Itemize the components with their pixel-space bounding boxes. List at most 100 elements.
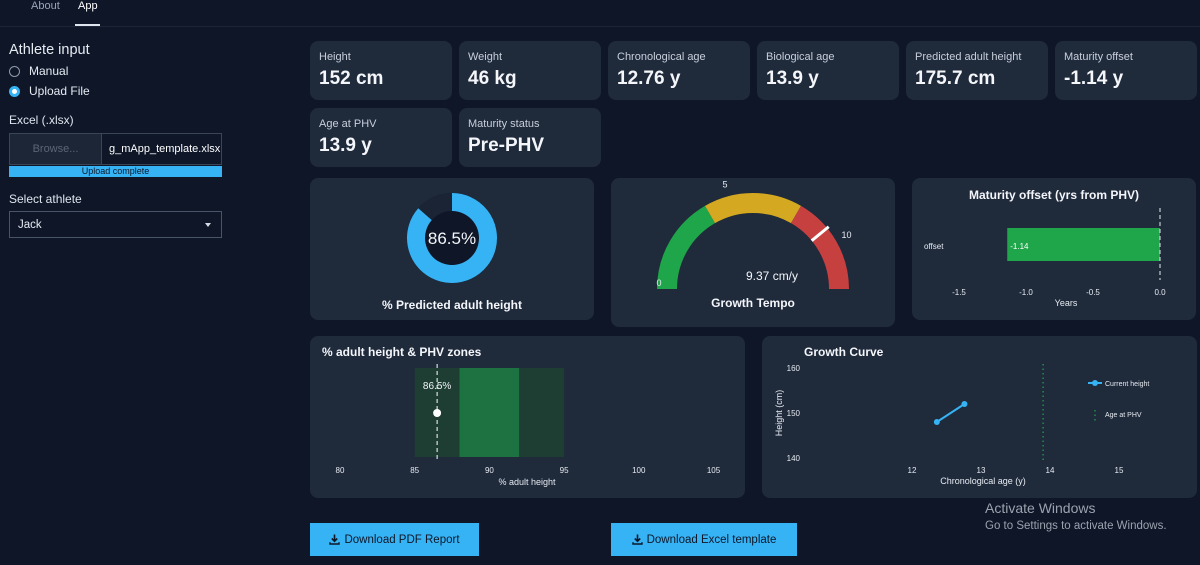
phv-zones-chart: % adult height & PHV zones 86.5% 80 85 9…: [322, 345, 721, 487]
file-name-field: g_mApp_template.xlsx: [101, 134, 221, 164]
offset-axis-label: Years: [1055, 298, 1078, 308]
offset-chart-title: Maturity offset (yrs from PHV): [969, 188, 1139, 202]
metric-value: 175.7 cm: [915, 68, 996, 89]
offset-tick-label: 0.0: [1154, 288, 1166, 297]
windows-watermark-title: Activate Windows: [985, 500, 1096, 516]
phv-zone-mid: [459, 368, 520, 457]
current-height-point: [961, 401, 968, 407]
top-nav: About App: [0, 0, 1200, 27]
donut-card: 86.5% % Predicted adult height: [310, 178, 594, 320]
metric-value: 13.9 y: [766, 68, 819, 89]
upload-progress-bar: Upload complete: [9, 166, 222, 177]
gauge-chart: 0 5 10 9.37 cm/y Growth Tempo: [656, 180, 851, 310]
metric-label: Weight: [468, 51, 503, 63]
gauge-needle: [810, 225, 830, 242]
tab-about[interactable]: About: [31, 0, 60, 12]
growth-x-tick-label: 14: [1046, 466, 1055, 475]
upload-progress-fill: [9, 166, 222, 177]
download-icon: [329, 534, 341, 545]
offset-bar-data-label: -1.14: [1010, 242, 1029, 251]
windows-watermark-subtitle: Go to Settings to activate Windows.: [985, 520, 1167, 532]
sidebar-title: Athlete input: [9, 42, 90, 58]
metric-age-at-phv: Age at PHV 13.9 y: [310, 108, 452, 167]
legend-age-at-phv-label: Age at PHV: [1105, 412, 1142, 419]
excel-label: Excel (.xlsx): [9, 113, 74, 127]
growth-x-tick-label: 13: [977, 466, 986, 475]
radio-upload-file[interactable]: Upload File: [9, 84, 90, 98]
phv-zones-card: % adult height & PHV zones 86.5% 80 85 9…: [310, 336, 745, 498]
offset-tick-label: -0.5: [1086, 288, 1100, 297]
metric-value: 12.76 y: [617, 68, 681, 89]
gauge-band-high: [790, 205, 849, 290]
donut-slice-value: [407, 193, 497, 283]
phv-zone-late: [519, 368, 565, 457]
growth-y-axis-label: Height (cm): [774, 390, 784, 437]
athlete-select[interactable]: Jack: [9, 211, 222, 238]
growth-y-tick-label: 150: [787, 409, 801, 418]
growth-curve-title: Growth Curve: [804, 345, 884, 359]
metric-biological-age: Biological age 13.9 y: [757, 41, 899, 100]
gauge-tick-label: 5: [722, 180, 727, 190]
gauge-card: 0 5 10 9.37 cm/y Growth Tempo: [611, 178, 895, 327]
metric-value: 13.9 y: [319, 135, 372, 156]
phv-zones-title: % adult height & PHV zones: [322, 345, 482, 359]
phv-tick-label: 85: [410, 466, 419, 475]
growth-x-tick-label: 15: [1115, 466, 1124, 475]
gauge-title: Growth Tempo: [711, 296, 795, 310]
donut-chart: 86.5% % Predicted adult height: [382, 193, 522, 312]
phv-tick-label: 100: [632, 466, 646, 475]
metric-label: Biological age: [766, 51, 835, 63]
download-pdf-label: Download PDF Report: [344, 533, 460, 546]
tab-app[interactable]: App: [78, 0, 98, 12]
metric-label: Chronological age: [617, 51, 706, 63]
growth-curve-chart: Growth Curve Height (cm) 140 150 160 12 …: [774, 345, 1149, 486]
offset-category-label: offset: [924, 242, 944, 251]
metric-predicted-adult-height: Predicted adult height 175.7 cm: [906, 41, 1048, 100]
phv-value-point: [433, 409, 442, 417]
offset-bar: [1007, 228, 1160, 261]
growth-x-tick-label: 12: [908, 466, 917, 475]
radio-manual-indicator[interactable]: [9, 65, 20, 77]
metric-weight: Weight 46 kg: [459, 41, 601, 100]
current-height-point: [933, 419, 940, 425]
offset-tick-label: -1.0: [1019, 288, 1033, 297]
legend-current-height-label: Current height: [1105, 381, 1149, 388]
gauge-tick-label: 0: [656, 278, 661, 288]
phv-axis-label: % adult height: [498, 477, 556, 487]
select-athlete-label: Select athlete: [9, 192, 82, 206]
chevron-down-icon: [205, 223, 211, 227]
phv-tick-label: 80: [336, 466, 345, 475]
metric-value: 46 kg: [468, 68, 517, 89]
legend-current-height-marker: [1092, 380, 1098, 386]
gauge-band-mid: [705, 193, 801, 224]
metric-label: Height: [319, 51, 351, 63]
gauge-tick-label: 10: [841, 230, 851, 240]
current-height-line: [936, 403, 965, 423]
growth-curve-card: Growth Curve Height (cm) 140 150 160 12 …: [762, 336, 1197, 498]
radio-upload-indicator[interactable]: [9, 85, 20, 97]
phv-tick-label: 90: [485, 466, 494, 475]
maturity-offset-chart: Maturity offset (yrs from PHV) offset -1…: [924, 188, 1166, 308]
active-tab-indicator: [75, 24, 100, 26]
phv-value-label: 86.5%: [423, 381, 451, 392]
gauge-band-low: [657, 205, 716, 290]
growth-y-tick-label: 160: [787, 364, 801, 373]
donut-title: % Predicted adult height: [382, 298, 522, 312]
download-icon: [631, 534, 643, 545]
maturity-offset-card: Maturity offset (yrs from PHV) offset -1…: [912, 178, 1196, 320]
metric-height: Height 152 cm: [310, 41, 452, 100]
metric-label: Predicted adult height: [915, 51, 1022, 63]
metric-label: Maturity status: [468, 118, 540, 130]
download-pdf-button[interactable]: Download PDF Report: [310, 523, 479, 556]
metric-label: Maturity offset: [1064, 51, 1133, 63]
phv-tick-label: 95: [560, 466, 569, 475]
radio-manual[interactable]: Manual: [9, 64, 68, 78]
upload-status: Upload complete: [81, 166, 150, 176]
metric-chronological-age: Chronological age 12.76 y: [608, 41, 750, 100]
athlete-select-value: Jack: [18, 218, 42, 231]
file-input[interactable]: Browse... g_mApp_template.xlsx: [9, 133, 222, 165]
offset-tick-label: -1.5: [952, 288, 966, 297]
download-excel-button[interactable]: Download Excel template: [611, 523, 797, 556]
growth-x-axis-label: Chronological age (y): [940, 476, 1026, 486]
browse-button[interactable]: Browse...: [10, 134, 101, 164]
